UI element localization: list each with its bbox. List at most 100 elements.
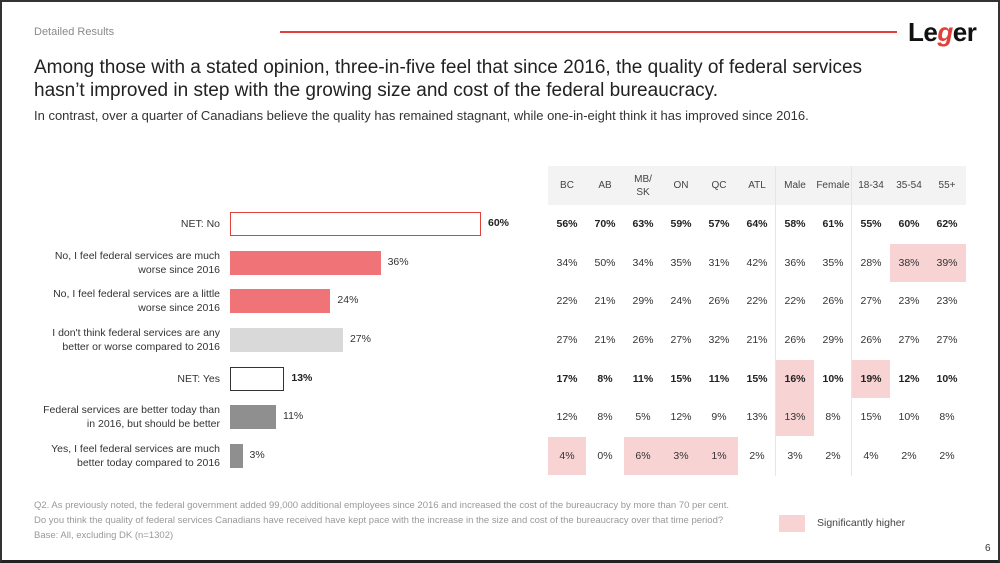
bar-label: Yes, I feel federal services are much bet… [0, 442, 220, 470]
table-header-background [548, 166, 966, 205]
table-cell: 70% [594, 218, 616, 230]
table-cell: 8% [939, 411, 955, 423]
table-cell: 0% [597, 450, 613, 462]
legend-swatch-significant [779, 515, 805, 532]
table-cell-significant: 39% [928, 244, 966, 282]
slide-title: Among those with a stated opinion, three… [34, 57, 863, 101]
table-cell: 64% [746, 218, 768, 230]
bar-yes [230, 444, 243, 468]
table-cell: 10% [822, 373, 844, 385]
table-cell: 22% [556, 295, 578, 307]
bar-value-label: 60% [488, 217, 510, 229]
bar-neutral [230, 328, 343, 352]
column-header: ON [673, 180, 689, 191]
table-cell: 2% [825, 450, 841, 462]
table-cell: 63% [632, 218, 654, 230]
table-cell: 35% [670, 257, 692, 269]
table-cell-significant: 19% [852, 360, 890, 398]
section-label: Detailed Results [34, 26, 115, 38]
table-cell: 55% [860, 218, 882, 230]
column-header: QC [711, 180, 727, 191]
table-cell: 42% [746, 257, 768, 269]
table-cell-significant: 3% [662, 437, 700, 475]
logo-text-pre: Le [908, 17, 938, 47]
table-cell: 27% [860, 295, 882, 307]
legend-label: Significantly higher [817, 517, 906, 529]
table-cell: 11% [708, 373, 730, 385]
bar-value-label: 13% [291, 372, 313, 384]
table-cell: 21% [594, 295, 616, 307]
table-cell: 15% [670, 373, 692, 385]
table-cell: 12% [898, 373, 920, 385]
bar-net-yes [230, 367, 285, 391]
table-cell-significant: 13% [776, 398, 814, 436]
bar-label-line: No, I feel federal services are a little [53, 288, 220, 300]
table-cell: 31% [708, 257, 730, 269]
bar-value-label: 27% [349, 333, 371, 345]
table-cell: 36% [784, 257, 806, 269]
table-cell-significant: 6% [624, 437, 662, 475]
column-header: BC [560, 180, 574, 191]
table-cell: 21% [594, 334, 616, 346]
table-cell: 12% [556, 411, 578, 423]
bar-label: No, I feel federal services are a little… [0, 287, 220, 315]
table-cell: 27% [936, 334, 958, 346]
column-header: 35-54 [896, 180, 922, 191]
bar-label-line: better today compared to 2016 [76, 457, 220, 469]
table-cell: 23% [898, 295, 920, 307]
bar-label: NET: No [0, 217, 220, 231]
table-cell: 61% [822, 218, 844, 230]
column-header: ATL [748, 180, 766, 191]
table-cell: 15% [860, 411, 882, 423]
column-group-divider [775, 166, 776, 476]
table-cell: 62% [936, 218, 958, 230]
column-header: AB [598, 180, 612, 191]
bar-label: I don't think federal services are any be… [0, 326, 220, 354]
bar-label-line: in 2016, but should be better [86, 418, 220, 430]
table-cell: 13% [746, 411, 768, 423]
bar-label: No, I feel federal services are much wors… [0, 249, 220, 277]
table-cell: 29% [632, 295, 654, 307]
table-cell: 10% [898, 411, 920, 423]
bar-value-label: 24% [337, 294, 359, 306]
column-header: Female [816, 180, 850, 191]
table-cell: 26% [860, 334, 882, 346]
table-cell: 27% [556, 334, 578, 346]
bar-label: NET: Yes [0, 372, 220, 386]
bar-label-line: NET: Yes [177, 373, 220, 385]
logo-text-g: g [937, 17, 953, 47]
table-cell: 27% [670, 334, 692, 346]
table-cell: 3% [787, 450, 803, 462]
table-cell: 21% [746, 334, 768, 346]
column-group-divider [851, 166, 852, 476]
table-cell: 22% [784, 295, 806, 307]
table-cell: 23% [936, 295, 958, 307]
table-cell: 17% [556, 373, 578, 385]
bar-label-line: better or worse compared to 2016 [62, 341, 220, 353]
table-cell: 26% [784, 334, 806, 346]
table-cell: 22% [746, 295, 768, 307]
table-cell: 32% [708, 334, 730, 346]
table-cell: 56% [556, 218, 578, 230]
table-cell-significant: 4% [548, 437, 586, 475]
question-text: Q2. As previously noted, the federal gov… [34, 500, 729, 526]
table-cell-significant: 16% [776, 360, 814, 398]
table-cell: 26% [708, 295, 730, 307]
bar-value-label: 11% [283, 410, 304, 422]
bar-label-line: No, I feel federal services are much [54, 250, 220, 262]
bar-label-line: worse since 2016 [138, 302, 220, 314]
table-cell: 29% [822, 334, 844, 346]
leger-logo: Leger [908, 17, 977, 48]
bar-value-label: 36% [387, 256, 409, 268]
base-text: Base: All, excluding DK (n=1302) [34, 530, 174, 541]
table-cell: 26% [632, 334, 654, 346]
table-cell: 9% [711, 411, 727, 423]
table-cell: 5% [635, 411, 651, 423]
page-number: 6 [985, 543, 991, 554]
table-cell: 27% [898, 334, 920, 346]
bar-label: Federal services are better today than in… [0, 403, 220, 431]
bar-value-label: 3% [249, 449, 265, 461]
header-rule [280, 31, 897, 33]
table-cell: 28% [860, 257, 882, 269]
